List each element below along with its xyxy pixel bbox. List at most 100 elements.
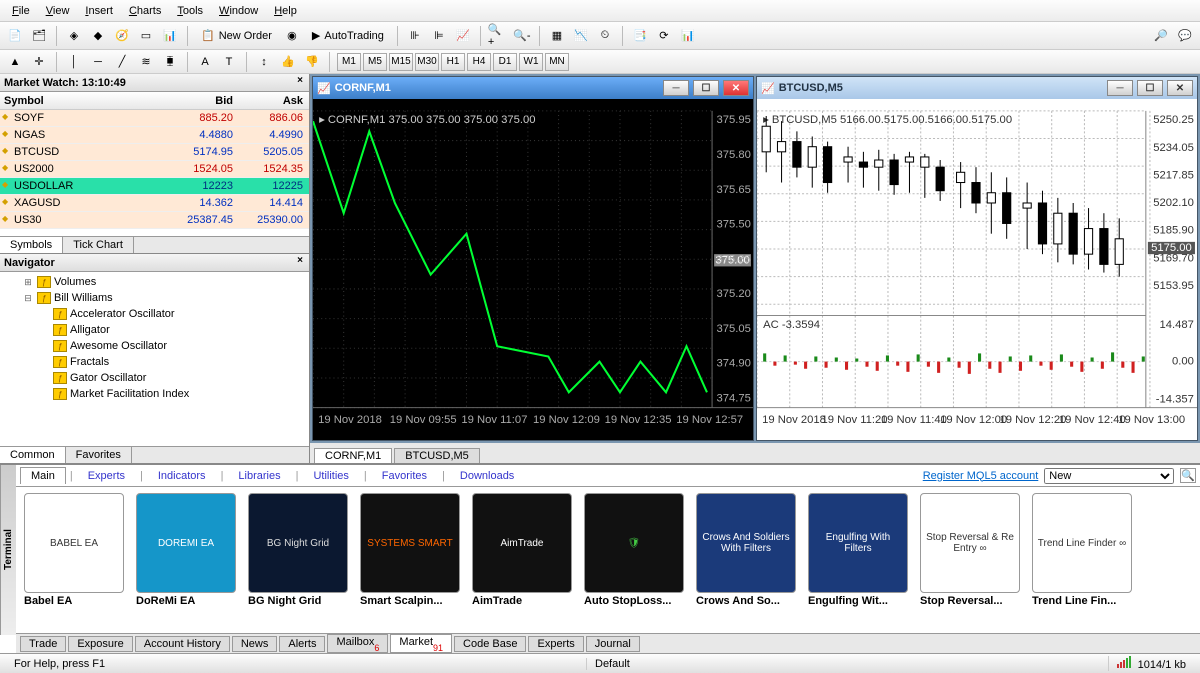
- arrows-icon[interactable]: ↕: [253, 51, 275, 73]
- metaeditor-icon[interactable]: ◉: [281, 25, 303, 47]
- terminal-tab-news[interactable]: News: [232, 636, 278, 652]
- navigator-item[interactable]: ƒAccelerator Oscillator: [2, 306, 307, 322]
- navigator-item[interactable]: ƒAlligator: [2, 322, 307, 338]
- market-watch-row[interactable]: NGAS 4.4880 4.4990: [0, 127, 309, 144]
- new-order-button[interactable]: 📋 New Order: [194, 25, 279, 47]
- timeframe-D1[interactable]: D1: [493, 53, 517, 71]
- terminal-icon[interactable]: ▭: [135, 25, 157, 47]
- autotrading-button[interactable]: ▶ AutoTrading: [305, 25, 391, 47]
- market-tab-downloads[interactable]: Downloads: [449, 467, 525, 484]
- hline-icon[interactable]: ─: [87, 51, 109, 73]
- catalog-item[interactable]: AimTrade AimTrade: [470, 493, 574, 627]
- menu-help[interactable]: Help: [266, 3, 305, 19]
- timeframe-W1[interactable]: W1: [519, 53, 543, 71]
- data-window-icon[interactable]: ◆: [87, 25, 109, 47]
- catalog-item[interactable]: SYSTEMS SMART Smart Scalpin...: [358, 493, 462, 627]
- terminal-tab-account-history[interactable]: Account History: [135, 636, 230, 652]
- menu-charts[interactable]: Charts: [121, 3, 169, 19]
- navigator-item[interactable]: ƒFractals: [2, 354, 307, 370]
- new-chart-icon[interactable]: 📄: [4, 25, 26, 47]
- fibo-icon[interactable]: ⧯: [159, 51, 181, 73]
- catalog-item[interactable]: BABEL EA Babel EA: [22, 493, 126, 627]
- close-icon[interactable]: ×: [293, 255, 307, 266]
- text-icon[interactable]: A: [194, 51, 216, 73]
- chart-tab[interactable]: CORNF,M1: [314, 448, 392, 463]
- market-tab-indicators[interactable]: Indicators: [147, 467, 217, 484]
- close-button[interactable]: ✕: [723, 80, 749, 96]
- terminal-tab-trade[interactable]: Trade: [20, 636, 66, 652]
- market-tab-experts[interactable]: Experts: [77, 467, 136, 484]
- maximize-button[interactable]: ☐: [693, 80, 719, 96]
- market-watch-row[interactable]: BTCUSD 5174.95 5205.05: [0, 144, 309, 161]
- tab-tick-chart[interactable]: Tick Chart: [63, 237, 134, 253]
- search-icon[interactable]: 🔍: [1180, 468, 1196, 483]
- menu-view[interactable]: View: [38, 3, 78, 19]
- zoom-out-icon[interactable]: 🔍-: [511, 25, 533, 47]
- tile-icon[interactable]: ▦: [546, 25, 568, 47]
- timeframe-M5[interactable]: M5: [363, 53, 387, 71]
- catalog-item[interactable]: BG Night Grid BG Night Grid: [246, 493, 350, 627]
- candle-chart-icon[interactable]: ⊫: [428, 25, 450, 47]
- menu-insert[interactable]: Insert: [77, 3, 121, 19]
- terminal-tab-mailbox[interactable]: Mailbox6: [327, 634, 388, 652]
- close-button[interactable]: ✕: [1167, 80, 1193, 96]
- cursor-icon[interactable]: ▲: [4, 51, 26, 73]
- market-tab-main[interactable]: Main: [20, 467, 66, 484]
- trendline-icon[interactable]: ╱: [111, 51, 133, 73]
- maximize-button[interactable]: ☐: [1137, 80, 1163, 96]
- chart-tab[interactable]: BTCUSD,M5: [394, 448, 480, 463]
- market-tab-utilities[interactable]: Utilities: [302, 467, 359, 484]
- zoom-in-icon[interactable]: 🔍+: [487, 25, 509, 47]
- crosshair-icon[interactable]: ✛: [28, 51, 50, 73]
- close-icon[interactable]: ×: [293, 75, 307, 86]
- timeframe-H4[interactable]: H4: [467, 53, 491, 71]
- navigator-item[interactable]: ⊟ƒBill Williams: [2, 290, 307, 306]
- periods-icon[interactable]: ⏲: [594, 25, 616, 47]
- navigator-item[interactable]: ƒMarket Facilitation Index: [2, 386, 307, 402]
- minimize-button[interactable]: ─: [663, 80, 689, 96]
- thumb-down-icon[interactable]: 👎: [301, 51, 323, 73]
- catalog-item[interactable]: Engulfing With Filters Engulfing Wit...: [806, 493, 910, 627]
- register-link[interactable]: Register MQL5 account: [923, 470, 1039, 482]
- chart-canvas[interactable]: ▸ BTCUSD,M5 5166.00.5175.00.5166.00.5175…: [757, 99, 1197, 440]
- templates-icon[interactable]: 📑: [629, 25, 651, 47]
- terminal-tab-market[interactable]: Market91: [390, 634, 452, 652]
- market-tab-favorites[interactable]: Favorites: [371, 467, 438, 484]
- catalog-item[interactable]: Crows And Soldiers With Filters Crows An…: [694, 493, 798, 627]
- timeframe-M15[interactable]: M15: [389, 53, 413, 71]
- channel-icon[interactable]: ≋: [135, 51, 157, 73]
- market-watch-row[interactable]: US2000 1524.05 1524.35: [0, 161, 309, 178]
- terminal-tab-journal[interactable]: Journal: [586, 636, 640, 652]
- tab-common[interactable]: Common: [0, 447, 66, 463]
- label-icon[interactable]: T: [218, 51, 240, 73]
- timeframe-MN[interactable]: MN: [545, 53, 569, 71]
- search-icon[interactable]: 🔎: [1150, 25, 1172, 47]
- catalog-item[interactable]: Stop Reversal & Re Entry ∞ Stop Reversal…: [918, 493, 1022, 627]
- chat-icon[interactable]: 💬: [1174, 25, 1196, 47]
- catalog-item[interactable]: Trend Line Finder ∞ Trend Line Fin...: [1030, 493, 1134, 627]
- menu-tools[interactable]: Tools: [169, 3, 211, 19]
- chart-canvas[interactable]: ▸ CORNF,M1 375.00 375.00 375.00 375.00 3…: [313, 99, 753, 440]
- sort-select[interactable]: New: [1044, 468, 1174, 484]
- terminal-tab-alerts[interactable]: Alerts: [279, 636, 325, 652]
- timeframe-M30[interactable]: M30: [415, 53, 439, 71]
- navigator-item[interactable]: ƒAwesome Oscillator: [2, 338, 307, 354]
- market-watch-row[interactable]: XAGUSD 14.362 14.414: [0, 195, 309, 212]
- terminal-tab-code-base[interactable]: Code Base: [454, 636, 526, 652]
- terminal-tab-experts[interactable]: Experts: [528, 636, 583, 652]
- timeframe-M1[interactable]: M1: [337, 53, 361, 71]
- vline-icon[interactable]: │: [63, 51, 85, 73]
- tab-favorites[interactable]: Favorites: [66, 447, 132, 463]
- market-watch-row[interactable]: US30 25387.45 25390.00: [0, 212, 309, 229]
- profiles-icon[interactable]: 🗂: [28, 25, 50, 47]
- navigator-icon[interactable]: 🧭: [111, 25, 133, 47]
- market-watch-icon[interactable]: ◈: [63, 25, 85, 47]
- market-tab-libraries[interactable]: Libraries: [227, 467, 291, 484]
- shift-icon[interactable]: ⟳: [653, 25, 675, 47]
- thumb-up-icon[interactable]: 👍: [277, 51, 299, 73]
- col-symbol[interactable]: Symbol: [0, 95, 169, 107]
- catalog-item[interactable]: DOREMI EA DoReMi EA: [134, 493, 238, 627]
- menu-file[interactable]: File: [4, 3, 38, 19]
- market-watch-row[interactable]: SOYF 885.20 886.06: [0, 110, 309, 127]
- tab-symbols[interactable]: Symbols: [0, 237, 63, 253]
